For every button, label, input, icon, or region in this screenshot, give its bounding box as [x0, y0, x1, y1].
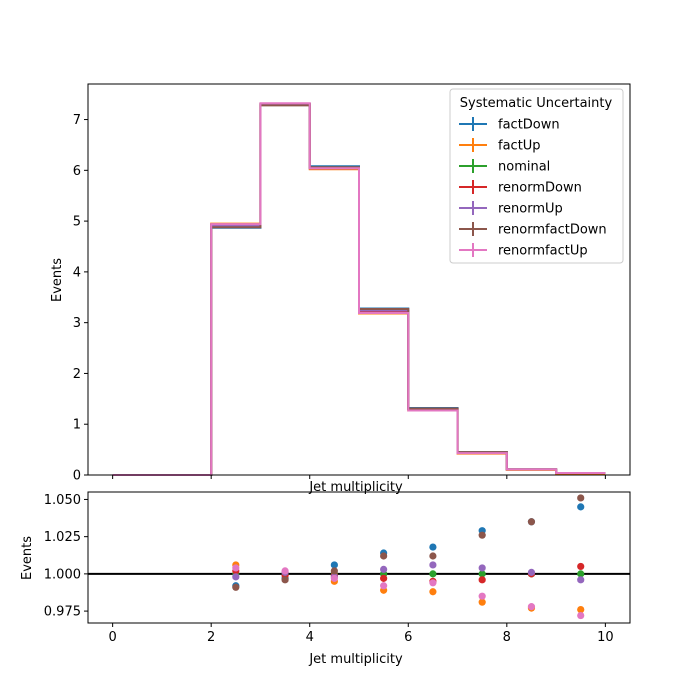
legend-label-factDown: factDown [498, 118, 560, 133]
bottom-x-tick-label: 4 [306, 630, 314, 645]
point-factUp [577, 606, 585, 614]
point-renormDown [577, 562, 585, 571]
top-y-tick-label: 1 [73, 418, 81, 433]
bottom-x-tick-label: 6 [404, 630, 412, 645]
point-renormUp [232, 573, 240, 581]
bottom-panel: 0 2 4 6 8 10 0.975 1.000 1.025 1.050 Jet multipl… [20, 491, 631, 667]
legend-label-renormfactUp: renormfactUp [498, 244, 588, 259]
top-y-tick-label: 6 [73, 164, 81, 179]
top-y-tick-label: 4 [73, 265, 81, 280]
top-y-tick-label: 3 [73, 316, 81, 331]
top-y-tick-label: 7 [73, 113, 81, 128]
bottom-x-axis-label: Jet multiplicity [308, 652, 403, 667]
legend-label-renormDown: renormDown [498, 181, 582, 196]
top-y-tick-label: 5 [73, 215, 81, 230]
bottom-y-axis-label: Events [20, 536, 35, 580]
bottom-y-tick-label: 0.975 [44, 605, 81, 620]
bottom-y-tick-label: 1.050 [44, 493, 81, 508]
point-nominal [577, 570, 585, 578]
point-renormDown [478, 576, 486, 584]
top-y-tick-label: 2 [73, 367, 81, 382]
point-renormfactDown [478, 531, 486, 539]
legend-label-renormUp: renormUp [498, 202, 563, 217]
top-y-axis-label: Events [50, 258, 65, 302]
legend-label-renormfactDown: renormfactDown [498, 223, 607, 238]
top-x-ticks [112, 475, 606, 479]
top-x-axis-label: Jet multiplicity [308, 480, 403, 495]
point-nominal [478, 570, 486, 578]
point-factDown [577, 503, 585, 511]
point-renormfactUp [527, 603, 536, 611]
point-factDown [330, 561, 338, 569]
point-renormfactUp [478, 592, 486, 600]
legend: Systematic Uncertainty factDown factUp nom… [449, 88, 624, 264]
bottom-x-tick-label: 2 [207, 630, 215, 645]
bottom-y-ticks: 0.975 1.000 1.025 1.050 [44, 493, 88, 620]
point-nominal [429, 570, 437, 578]
point-factDown [429, 543, 437, 551]
point-renormUp [380, 565, 388, 574]
top-panel: 0 1 2 3 4 5 6 7 Jet multiplicity Events Systema… [50, 83, 631, 495]
bottom-x-tick-label: 10 [597, 630, 614, 645]
legend-box [449, 88, 624, 264]
point-renormfactDown [330, 567, 338, 575]
legend-entries: factDown factUp nominal renormDown renormUp r… [459, 117, 607, 259]
point-renormfactUp [281, 567, 289, 575]
top-axes-frame [87, 83, 631, 476]
point-renormfactUp [429, 579, 437, 587]
point-renormUp [577, 576, 585, 584]
point-renormfactDown [380, 552, 388, 560]
bottom-y-tick-label: 1.025 [44, 530, 81, 545]
top-y-ticks: 0 1 2 3 4 5 6 7 [73, 113, 88, 484]
point-renormUp [527, 568, 536, 576]
bottom-x-tick-label: 0 [108, 630, 116, 645]
top-y-tick-label: 0 [73, 469, 81, 484]
point-factUp [429, 588, 437, 596]
point-renormfactUp [380, 582, 388, 590]
bottom-x-ticks: 0 2 4 6 8 10 [108, 623, 614, 645]
legend-label-nominal: nominal [498, 160, 550, 175]
legend-title: Systematic Uncertainty [460, 96, 613, 111]
top-series-group [112, 102, 606, 476]
point-renormfactUp [330, 574, 338, 582]
legend-label-factUp: factUp [498, 139, 541, 154]
point-renormfactDown [281, 576, 289, 584]
point-renormUp [429, 561, 437, 569]
point-renormDown [380, 574, 388, 582]
point-renormfactDown [577, 494, 585, 502]
point-renormfactDown [232, 583, 240, 591]
point-renormfactUp [577, 611, 585, 620]
point-factUp [478, 598, 486, 606]
point-renormfactUp [232, 564, 240, 572]
point-renormfactDown [527, 518, 536, 526]
series-line-renormfactUp [112, 102, 606, 476]
bottom-axes-frame [87, 491, 631, 624]
bottom-y-tick-label: 1.000 [44, 567, 81, 582]
point-renormUp [478, 564, 486, 572]
bottom-points-group [232, 494, 585, 620]
point-renormfactDown [429, 552, 437, 560]
bottom-x-tick-label: 8 [503, 630, 511, 645]
